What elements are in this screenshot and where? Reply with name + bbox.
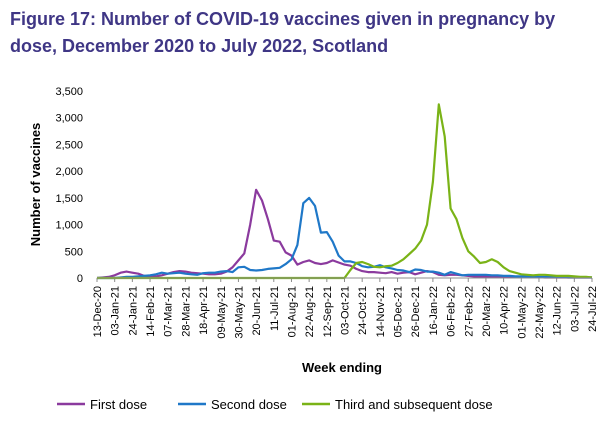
series-line-second-dose (97, 196, 592, 280)
x-tick-label: 09-May-21 (216, 286, 228, 339)
x-tick-label: 11-Jul-21 (269, 286, 281, 331)
y-axis-title: Number of vaccines (28, 123, 43, 247)
x-tick-label: 20-Mar-22 (481, 286, 493, 337)
x-tick-label: 18-Apr-21 (198, 286, 210, 335)
y-tick-label: 1,500 (55, 193, 83, 205)
x-tick-label: 27-Feb-22 (463, 286, 475, 337)
x-tick-label: 28-Mar-21 (180, 286, 192, 337)
x-tick-label: 01-May-22 (516, 286, 528, 339)
y-axis-ticks: 0 500 1,000 1,500 2,000 2,500 3,000 3,500 (55, 86, 83, 285)
y-tick-label: 3,500 (55, 86, 83, 98)
x-tick-label: 26-Dec-21 (410, 286, 422, 337)
y-tick-label: 0 (77, 273, 83, 285)
x-tick-label: 03-Jul-22 (569, 286, 581, 332)
x-tick-label: 24-Oct-21 (357, 286, 369, 335)
x-tick-label: 14-Feb-21 (145, 286, 157, 337)
x-tick-label: 12-Sep-21 (322, 286, 334, 337)
legend-label-third-and-subsequent-dose: Third and subsequent dose (335, 397, 493, 412)
y-tick-label: 1,000 (55, 220, 83, 232)
x-tick-label: 20-Jun-21 (251, 286, 263, 336)
x-tick-label: 22-May-22 (534, 286, 546, 339)
x-tick-label: 30-May-21 (233, 286, 245, 339)
legend-label-second-dose: Second dose (211, 397, 287, 412)
x-tick-label: 07-Mar-21 (163, 286, 175, 337)
x-tick-label: 06-Feb-22 (446, 286, 458, 337)
x-tick-label: 10-Apr-22 (499, 286, 511, 335)
series-line-third-and-subsequent-dose (97, 103, 593, 280)
y-tick-label: 500 (65, 246, 83, 258)
y-tick-label: 2,000 (55, 166, 83, 178)
x-tick-label: 12-Jun-22 (552, 286, 564, 336)
x-tick-label: 16-Jan-22 (428, 286, 440, 336)
x-tick-label: 01-Aug-21 (286, 286, 298, 337)
x-tick-label: 24-Jul-22 (587, 286, 599, 332)
x-tick-label: 05-Dec-21 (393, 286, 405, 337)
x-tick-label: 03-Oct-21 (340, 286, 352, 335)
chart-title: Figure 17: Number of COVID-19 vaccines g… (10, 9, 556, 56)
series-line-first-dose (96, 188, 592, 280)
legend-label-first-dose: First dose (90, 397, 147, 412)
series-lines (96, 103, 593, 280)
x-tick-label: 22-Aug-21 (304, 286, 316, 337)
x-tick-label: 13-Dec-20 (92, 286, 104, 337)
x-axis-title: Week ending (302, 360, 382, 375)
y-tick-label: 2,500 (55, 139, 83, 151)
x-tick-label: 03-Jan-21 (110, 286, 122, 336)
y-tick-label: 3,000 (55, 113, 83, 125)
legend: First dose Second dose Third and subsequen… (57, 397, 493, 412)
x-tick-label: 14-Nov-21 (375, 286, 387, 337)
x-axis-ticks: 13-Dec-20 03-Jan-21 24-Jan-21 14-Feb-21 07-M… (92, 278, 599, 339)
x-tick-label: 24-Jan-21 (127, 286, 139, 336)
